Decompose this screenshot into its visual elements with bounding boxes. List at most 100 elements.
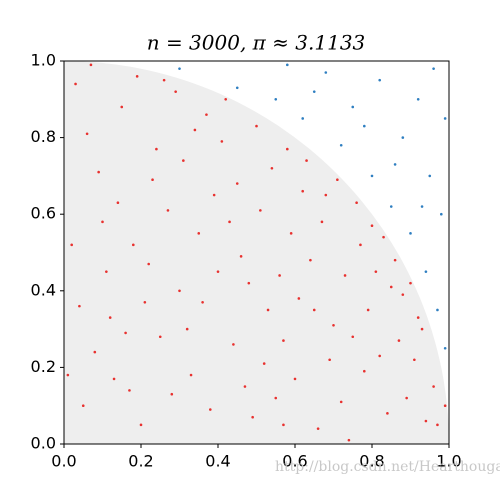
point	[324, 193, 328, 197]
y-tick-label: 0.4	[31, 280, 56, 299]
point	[370, 224, 374, 227]
point	[378, 78, 382, 82]
point	[278, 274, 281, 277]
point	[301, 189, 305, 193]
point	[212, 193, 216, 197]
point	[370, 174, 374, 178]
point	[289, 232, 293, 235]
point	[293, 377, 297, 381]
point	[189, 373, 193, 377]
point	[389, 285, 393, 289]
point	[363, 124, 366, 128]
point	[185, 327, 189, 331]
point	[132, 243, 135, 247]
point	[243, 385, 247, 388]
point	[382, 235, 385, 239]
point	[220, 140, 224, 143]
point	[366, 308, 370, 312]
point	[409, 232, 412, 235]
point	[324, 71, 328, 74]
point	[78, 304, 81, 308]
point	[151, 178, 154, 182]
point	[420, 327, 424, 331]
point	[339, 143, 343, 147]
point	[224, 98, 227, 101]
x-tick-label: 0.6	[282, 452, 307, 471]
point	[401, 136, 405, 139]
y-tick-label: 1.0	[31, 51, 56, 70]
x-tick-label: 0.0	[51, 452, 76, 471]
point	[135, 75, 139, 78]
point	[101, 220, 104, 224]
point	[139, 423, 143, 427]
point	[162, 78, 166, 82]
point	[270, 166, 274, 170]
point	[432, 67, 435, 70]
point	[147, 262, 150, 266]
point	[128, 389, 131, 392]
point	[174, 90, 177, 93]
point	[70, 243, 73, 247]
point	[309, 258, 312, 262]
point	[420, 205, 424, 208]
point	[108, 316, 112, 319]
point	[120, 105, 124, 109]
y-tick-label: 0.2	[31, 357, 56, 376]
point	[93, 350, 97, 354]
point	[158, 335, 162, 339]
point	[251, 415, 254, 419]
point	[443, 346, 447, 350]
point	[297, 297, 301, 300]
point	[436, 308, 439, 312]
y-tick-label: 0.0	[31, 434, 56, 453]
point	[197, 232, 201, 235]
point	[170, 392, 174, 396]
point	[116, 201, 120, 205]
point	[166, 209, 170, 212]
point	[81, 404, 85, 408]
x-tick-label: 0.2	[128, 452, 153, 471]
point	[235, 86, 239, 90]
point	[209, 408, 212, 411]
point	[424, 270, 428, 273]
point	[405, 396, 408, 400]
point	[416, 98, 420, 101]
point	[413, 358, 416, 362]
point	[386, 412, 389, 415]
point	[255, 124, 258, 128]
plot-frame	[63, 60, 450, 445]
point	[305, 159, 308, 162]
point	[316, 427, 320, 430]
point	[440, 212, 443, 216]
circle-region	[64, 61, 449, 444]
point	[97, 170, 100, 174]
point	[328, 358, 331, 362]
point	[374, 270, 378, 273]
point	[443, 117, 447, 120]
point	[89, 63, 93, 67]
point	[178, 289, 181, 293]
point	[282, 339, 285, 342]
point	[193, 128, 197, 132]
point	[332, 323, 335, 327]
point	[312, 90, 316, 93]
point	[301, 117, 305, 120]
point	[401, 293, 405, 296]
point	[443, 404, 447, 408]
point	[389, 205, 393, 208]
y-tick-label: 0.6	[31, 204, 56, 223]
point	[155, 147, 158, 151]
point	[393, 258, 397, 262]
point	[351, 105, 355, 109]
point	[378, 354, 382, 358]
point	[359, 243, 362, 247]
point	[347, 438, 351, 442]
point	[178, 67, 181, 70]
point	[428, 174, 432, 178]
point	[355, 201, 358, 205]
point	[397, 339, 401, 342]
point	[393, 163, 397, 166]
point	[409, 281, 412, 285]
point	[432, 385, 435, 388]
